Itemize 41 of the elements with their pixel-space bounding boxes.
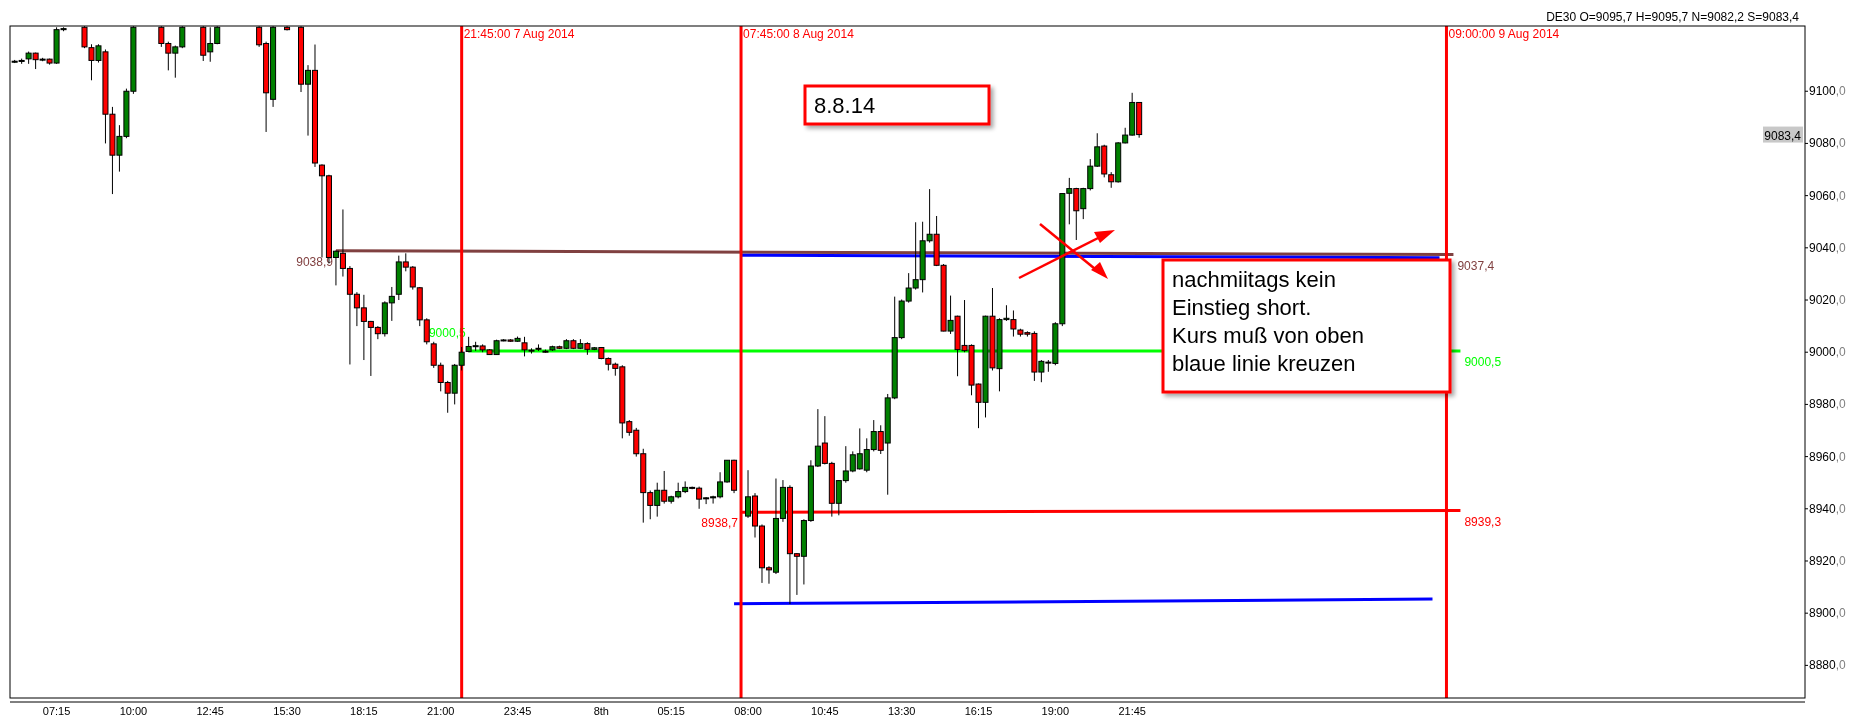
y-tick-label: 9100,0 (1809, 84, 1847, 99)
note-box: 8.8.14 (803, 84, 991, 126)
y-tick-label: 9040,0 (1809, 240, 1847, 255)
x-tick-label: 21:00 (426, 705, 455, 717)
y-tick-label: 9080,0 (1809, 136, 1847, 151)
x-tick-label: 21:45 (1118, 705, 1146, 717)
y-tick-label: 9020,0 (1809, 293, 1847, 308)
x-tick-label: 10:00 (119, 705, 148, 717)
y-tick-label: 8880,0 (1809, 658, 1847, 673)
x-tick-label: 08:00 (734, 705, 762, 717)
annotation: 9083,4 (1764, 128, 1802, 143)
annotation: 8.8.14 (814, 93, 876, 118)
x-tick-label: 10:45 (811, 705, 839, 717)
data-label: 9037,4 (1457, 258, 1495, 273)
y-tick-label: 8960,0 (1809, 449, 1847, 464)
x-tick-label: 8th (593, 705, 609, 717)
x-tick-label: 19:00 (1041, 705, 1070, 717)
x-tick-label: 05:15 (657, 705, 685, 717)
y-tick-label: 8980,0 (1809, 397, 1847, 412)
ref-line-label: 07:45:00 8 Aug 2014 (743, 27, 855, 41)
y-tick-label: 8920,0 (1809, 553, 1847, 568)
x-tick-label: 23:45 (503, 705, 532, 717)
x-tick-label: 13:30 (887, 705, 916, 717)
data-label: 9038,9 (296, 254, 334, 269)
data-label: 8938,7 (701, 516, 739, 531)
y-tick-label: 9000,0 (1809, 345, 1847, 360)
chart-title: DE30 O=9095,7 H=9095,7 N=9082,2 S=9083,4 (1546, 10, 1800, 24)
annotation: nachmiitags kein Einstieg short. Kurs muß von oben blaue linie kreuzen (1172, 267, 1364, 376)
y-tick-label: 9060,0 (1809, 188, 1847, 203)
note-box: nachmiitags kein Einstieg short. Kurs muß von oben blaue linie kreuzen (1161, 258, 1452, 394)
y-tick-label: 8900,0 (1809, 606, 1847, 621)
x-tick-label: 16:15 (964, 705, 993, 717)
x-tick-label: 15:30 (273, 705, 301, 717)
ref-line-label: 09:00:00 9 Aug 2014 (1448, 27, 1560, 41)
ref-line-label: 21:45:00 7 Aug 2014 (463, 27, 575, 41)
x-tick-label: 12:45 (196, 705, 224, 717)
data-label: 9000,5 (1464, 354, 1502, 369)
x-tick-label: 07:15 (42, 705, 71, 717)
data-label: 8939,3 (1464, 514, 1502, 529)
x-tick-label: 18:15 (350, 705, 378, 717)
y-tick-label: 8940,0 (1809, 501, 1847, 516)
